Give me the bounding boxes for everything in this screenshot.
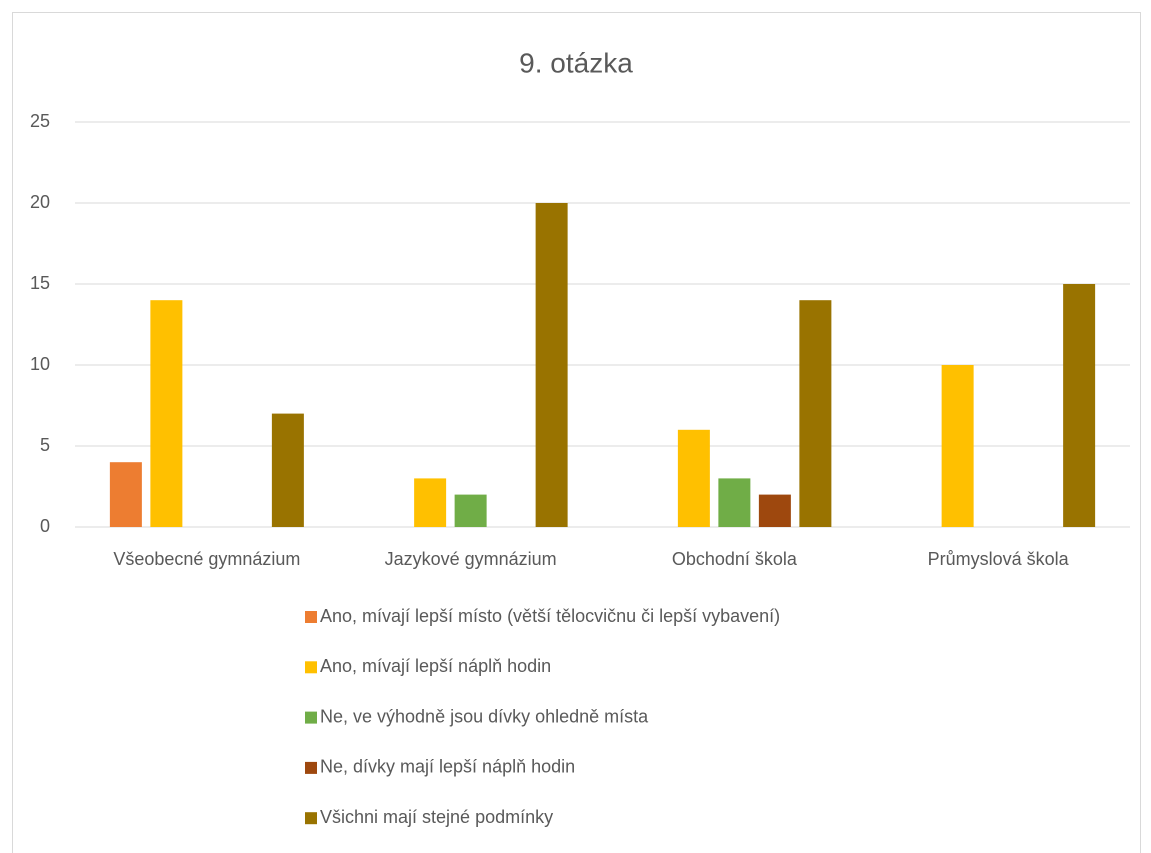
bar [271, 413, 304, 527]
x-tick-label: Jazykové gymnázium [385, 549, 557, 569]
chart-title: 9. otázka [519, 47, 633, 78]
y-tick-label: 20 [30, 192, 50, 212]
bar [758, 494, 791, 527]
bar [677, 429, 710, 527]
legend-swatch [305, 711, 317, 724]
bar [799, 300, 832, 527]
legend-swatch [305, 761, 317, 774]
bar [109, 462, 142, 527]
y-tick-label: 0 [40, 516, 50, 536]
bar [150, 300, 183, 527]
bar [718, 478, 751, 527]
legend-label: Ano, mívají lepší místo (větší tělocvičn… [320, 606, 780, 626]
x-tick-label: Průmyslová škola [928, 549, 1070, 569]
bar [1063, 284, 1096, 527]
bar [414, 478, 447, 527]
y-tick-label: 10 [30, 354, 50, 374]
bar [941, 365, 974, 527]
legend-swatch [305, 661, 317, 674]
bar [535, 203, 568, 527]
x-tick-label: Obchodní škola [672, 549, 798, 569]
legend-label: Ne, ve výhodně jsou dívky ohledně místa [320, 706, 649, 726]
y-tick-label: 5 [40, 435, 50, 455]
legend-label: Ne, dívky mají lepší náplň hodin [320, 757, 575, 777]
legend-label: Ano, mívají lepší náplň hodin [320, 656, 551, 676]
y-tick-label: 25 [30, 111, 50, 131]
bar [454, 494, 487, 527]
y-tick-label: 15 [30, 273, 50, 293]
x-tick-label: Všeobecné gymnázium [113, 549, 300, 569]
legend-swatch [305, 812, 317, 825]
legend-label: Všichni mají stejné podmínky [320, 807, 553, 827]
legend-swatch [305, 611, 317, 623]
